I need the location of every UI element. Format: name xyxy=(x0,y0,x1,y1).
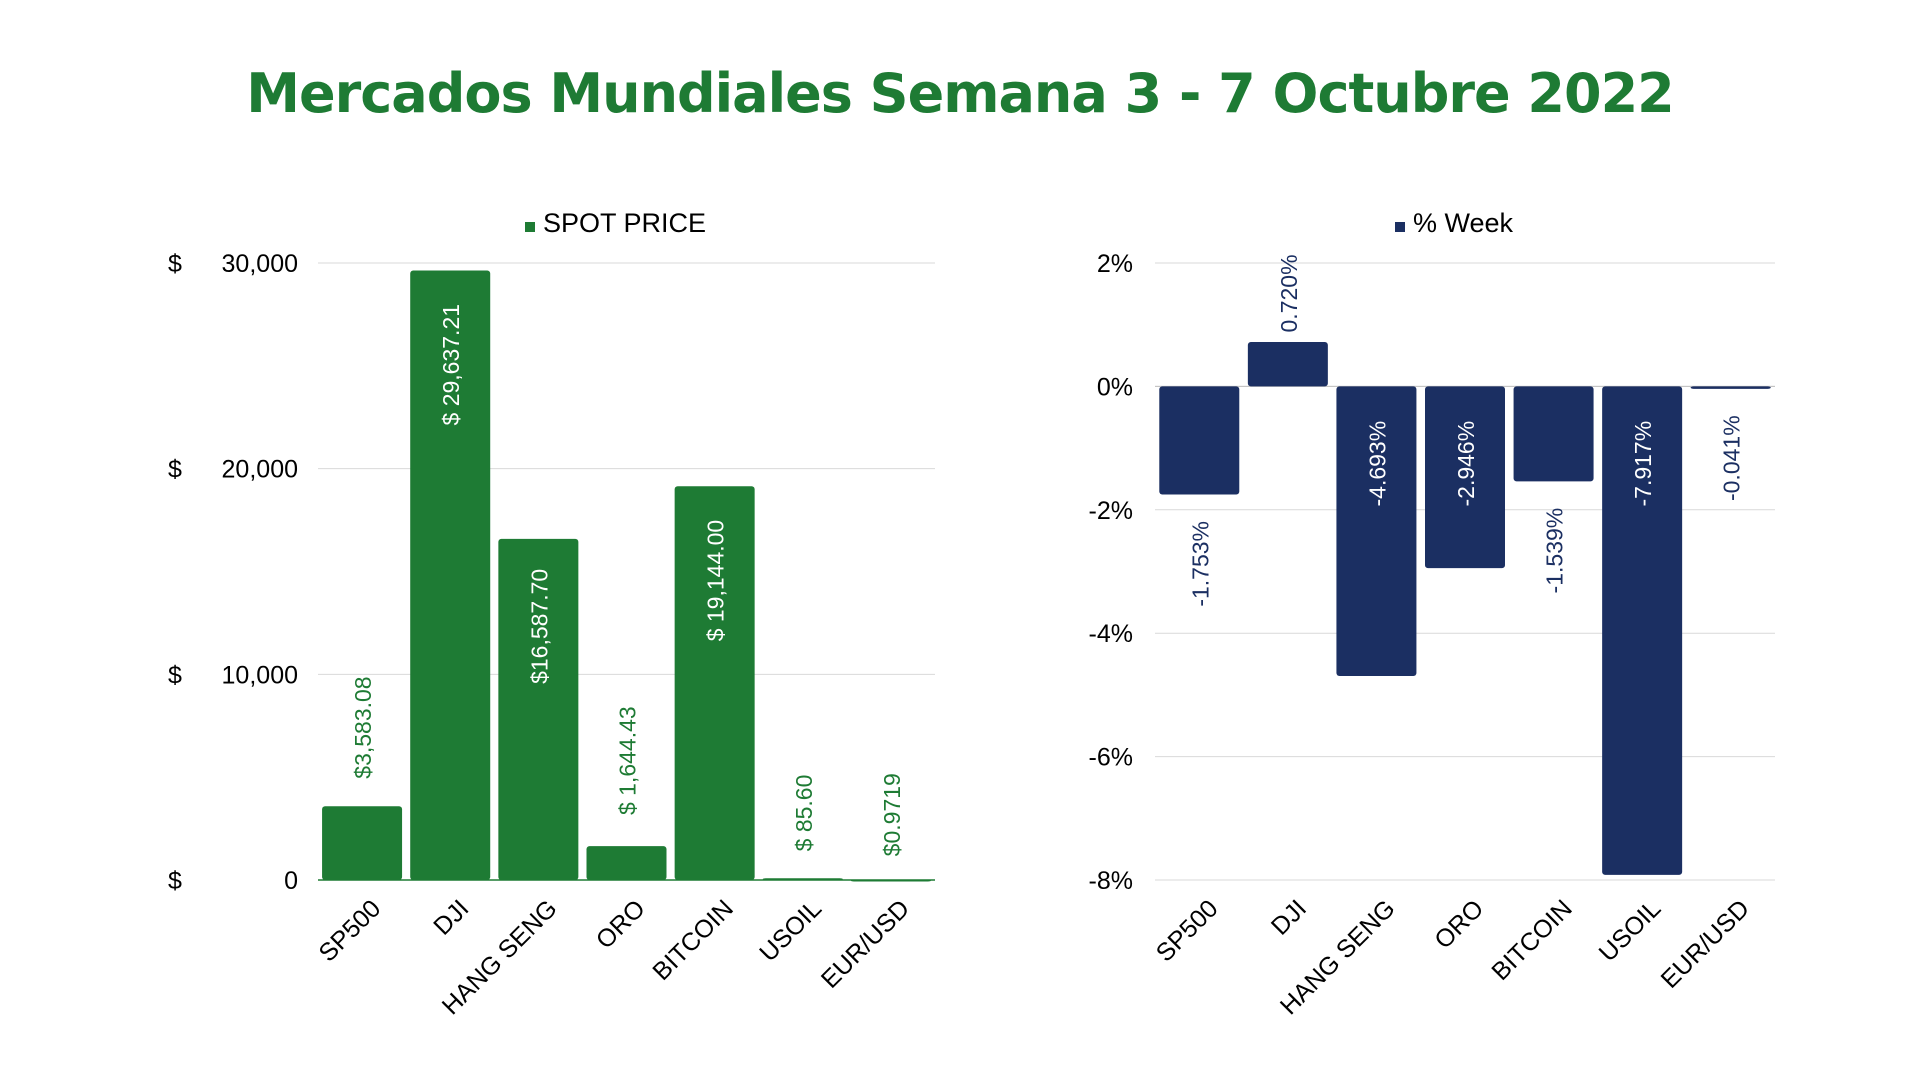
y-tick-label: -8% xyxy=(1089,867,1133,895)
week-bar-eur-usd xyxy=(1690,386,1771,389)
spot-data-label: $ 1,644.43 xyxy=(615,706,641,815)
week-bar-oro xyxy=(1425,386,1505,569)
spot-category-label: EUR/USD xyxy=(816,894,915,993)
spot-bar-hang-seng xyxy=(498,538,579,880)
week-data-label: -1.753% xyxy=(1187,521,1213,607)
week-data-label: -0.041% xyxy=(1719,415,1745,501)
y-tick-currency: $ xyxy=(168,661,182,689)
y-tick-currency: $ xyxy=(168,867,182,895)
spot-bar-dji xyxy=(410,270,491,880)
spot-data-label: $ 19,144.00 xyxy=(703,520,729,642)
week-category-label: BITCOIN xyxy=(1486,894,1578,986)
spot-data-label: $ 85.60 xyxy=(791,775,817,852)
spot-data-label: $ 29,637.21 xyxy=(438,304,464,426)
week-category-label: ORO xyxy=(1429,894,1489,954)
spot-legend-swatch xyxy=(525,222,535,232)
week-data-label: -2.946% xyxy=(1453,421,1479,507)
page-title: Mercados Mundiales Semana 3 - 7 Octubre … xyxy=(246,62,1674,125)
y-tick-currency: $ xyxy=(168,456,182,484)
spot-bar-sp500 xyxy=(322,806,403,880)
spot-data-label: $3,583.08 xyxy=(350,676,376,778)
week-legend-label: % Week xyxy=(1413,208,1514,238)
week-bar-usoil xyxy=(1602,386,1683,875)
y-tick-label: 0% xyxy=(1097,373,1133,401)
spot-bar-oro xyxy=(586,846,667,880)
week-bar-bitcoin xyxy=(1513,386,1594,482)
week-bar-sp500 xyxy=(1159,386,1240,495)
spot-bar-bitcoin xyxy=(674,486,755,880)
y-tick-label: 30,000 xyxy=(222,250,298,278)
spot-legend-label: SPOT PRICE xyxy=(543,208,706,238)
spot-category-label: DJI xyxy=(428,894,474,940)
spot-category-label: USOIL xyxy=(754,894,827,967)
spot-category-label: SP500 xyxy=(313,894,386,967)
y-tick-label: -6% xyxy=(1089,744,1133,772)
week-category-label: USOIL xyxy=(1594,894,1667,967)
week-data-label: -7.917% xyxy=(1630,421,1656,507)
spot-bar-usoil xyxy=(762,878,843,880)
week-category-label: EUR/USD xyxy=(1656,894,1755,993)
spot-data-label: $0.9719 xyxy=(879,773,905,856)
week-data-label: 0.720% xyxy=(1276,254,1302,332)
y-tick-label: 2% xyxy=(1097,250,1133,278)
spot-bar-eur-usd xyxy=(850,879,931,882)
spot-category-label: BITCOIN xyxy=(647,894,739,986)
spot-data-label: $16,587.70 xyxy=(526,569,552,684)
y-tick-label: 0 xyxy=(284,867,298,895)
week-bar-hang-seng xyxy=(1336,386,1417,676)
week-legend-swatch xyxy=(1395,222,1405,232)
week-category-label: DJI xyxy=(1266,894,1312,940)
y-tick-currency: $ xyxy=(168,250,182,278)
y-tick-label: 20,000 xyxy=(222,456,298,484)
y-tick-label: -4% xyxy=(1089,620,1133,648)
week-bar-dji xyxy=(1247,341,1328,387)
week-category-label: SP500 xyxy=(1151,894,1224,967)
y-tick-label: -2% xyxy=(1089,497,1133,525)
week-data-label: -1.539% xyxy=(1542,508,1568,594)
week-data-label: -4.693% xyxy=(1364,421,1390,507)
spot-category-label: ORO xyxy=(591,894,651,954)
y-tick-label: 10,000 xyxy=(222,661,298,689)
